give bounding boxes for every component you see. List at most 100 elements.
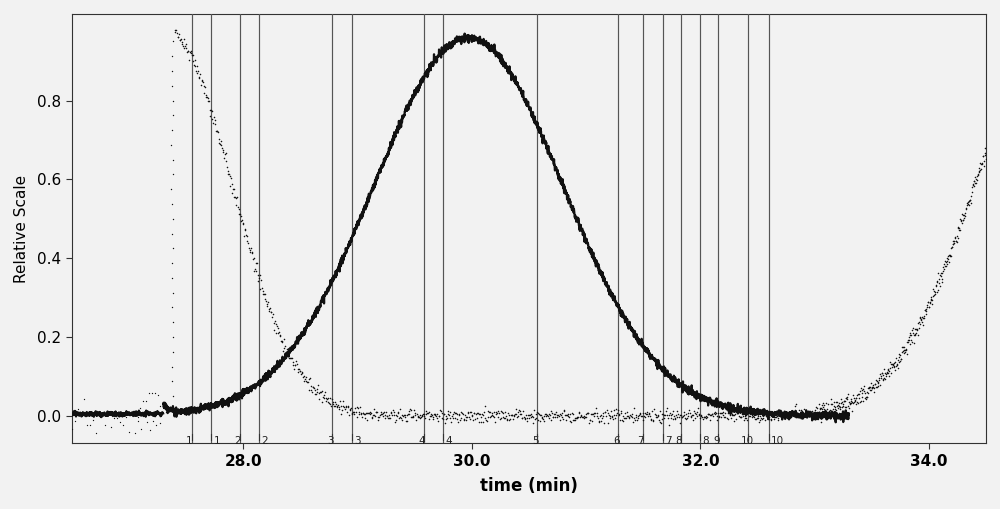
Point — [395, 412, 411, 420]
Point — [315, 392, 331, 401]
Point — [167, 28, 183, 36]
Point — [811, 413, 827, 421]
Point — [704, 410, 720, 418]
Point — [504, 411, 520, 419]
Point — [180, 47, 196, 55]
Point — [633, 412, 649, 420]
Point — [750, 412, 766, 420]
Point — [906, 330, 922, 338]
Point — [410, 412, 426, 420]
Point — [631, 411, 647, 419]
Point — [197, 83, 213, 91]
Point — [697, 413, 713, 421]
Point — [810, 409, 826, 417]
Point — [852, 398, 868, 406]
Point — [289, 360, 305, 368]
Point — [264, 313, 280, 321]
Point — [917, 306, 933, 315]
Point — [547, 413, 563, 421]
Point — [333, 410, 349, 418]
Point — [448, 409, 464, 417]
Point — [936, 260, 952, 268]
Text: 8: 8 — [675, 436, 682, 446]
Point — [310, 381, 326, 389]
Point — [655, 410, 671, 418]
Point — [639, 410, 655, 418]
Text: 1: 1 — [186, 436, 193, 446]
Point — [199, 93, 215, 101]
Point — [891, 350, 907, 358]
Point — [921, 302, 937, 310]
Point — [916, 312, 932, 320]
Point — [924, 300, 940, 308]
Point — [521, 414, 537, 422]
Point — [719, 414, 735, 422]
Point — [667, 414, 683, 422]
Point — [857, 393, 873, 402]
Point — [465, 416, 481, 424]
Point — [919, 301, 935, 309]
Point — [595, 412, 611, 420]
Point — [371, 413, 387, 421]
Point — [812, 404, 828, 412]
Point — [683, 413, 699, 421]
Point — [818, 409, 834, 417]
Point — [772, 412, 788, 420]
Point — [708, 409, 724, 417]
Point — [536, 417, 552, 425]
Point — [635, 415, 651, 423]
Point — [872, 381, 888, 389]
Point — [663, 411, 679, 419]
Point — [383, 408, 399, 416]
Point — [815, 399, 831, 407]
Point — [386, 411, 402, 419]
Point — [838, 393, 854, 402]
Point — [682, 409, 698, 417]
Point — [267, 317, 283, 325]
Point — [469, 414, 485, 422]
Point — [187, 62, 203, 70]
Point — [872, 370, 888, 378]
Point — [774, 409, 790, 417]
Point — [785, 408, 801, 416]
Point — [656, 414, 672, 422]
Point — [353, 410, 369, 418]
Point — [660, 414, 676, 422]
Point — [688, 410, 704, 418]
Point — [165, 97, 181, 105]
Point — [726, 417, 742, 425]
Point — [808, 411, 824, 419]
Point — [935, 267, 951, 275]
Point — [318, 394, 334, 402]
Point — [944, 243, 960, 251]
Point — [532, 411, 548, 419]
Point — [754, 414, 770, 422]
Point — [240, 239, 256, 247]
Point — [282, 353, 298, 361]
Point — [324, 395, 340, 404]
Point — [700, 410, 716, 418]
Point — [558, 416, 574, 425]
Point — [591, 418, 607, 427]
Point — [752, 412, 768, 420]
Point — [780, 412, 796, 420]
Point — [962, 196, 978, 205]
Point — [290, 364, 306, 373]
Point — [276, 334, 292, 343]
Point — [950, 224, 966, 232]
Point — [600, 419, 616, 427]
Point — [654, 415, 670, 423]
Point — [735, 409, 751, 417]
Point — [638, 410, 654, 418]
Text: 7: 7 — [638, 436, 644, 446]
Point — [584, 417, 600, 426]
Point — [629, 415, 645, 423]
Point — [196, 89, 212, 97]
Point — [926, 287, 942, 295]
Point — [853, 397, 869, 405]
Point — [604, 413, 620, 421]
Point — [966, 182, 982, 190]
Point — [593, 417, 609, 425]
Point — [190, 67, 206, 75]
Point — [373, 410, 389, 418]
